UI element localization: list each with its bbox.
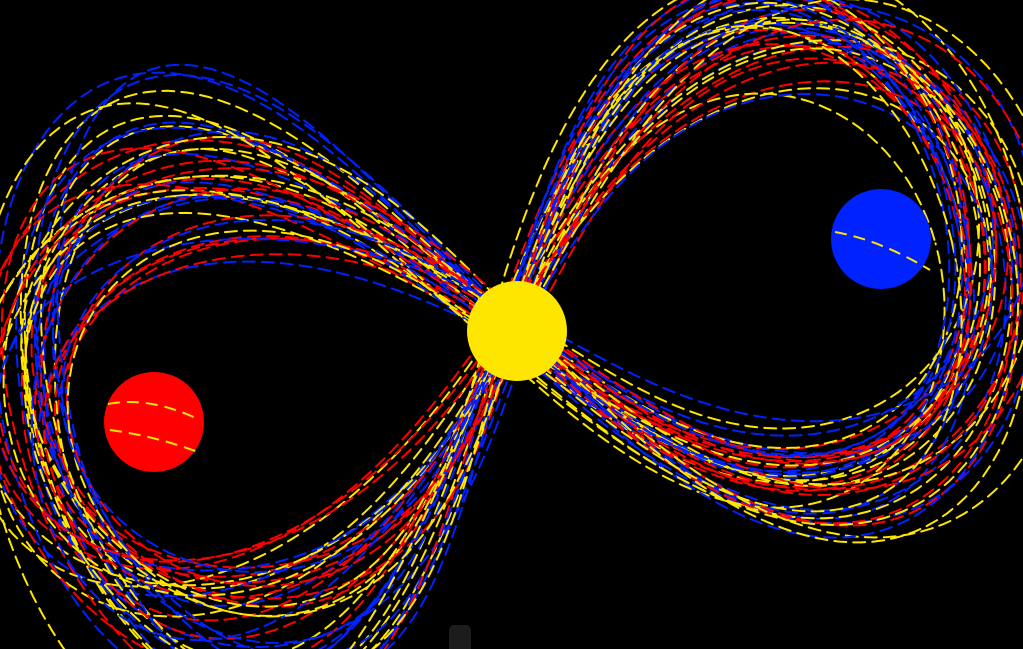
blue-body xyxy=(831,189,931,289)
orbit-trail-22 xyxy=(0,0,998,649)
orbit-trail-35 xyxy=(2,0,1023,597)
orbit-trail-27 xyxy=(14,21,995,649)
orbit-trail-39 xyxy=(0,4,1023,572)
orbit-trail-31 xyxy=(0,34,1010,649)
orbit-trail-36 xyxy=(35,8,963,644)
overlay-trail-2 xyxy=(109,429,199,453)
orbit-trail-38 xyxy=(0,21,1020,649)
orbit-trail-29 xyxy=(0,0,1023,587)
orbit-trail-25 xyxy=(33,8,1020,600)
orbit-trail-18 xyxy=(51,1,951,649)
orbit-trail-15 xyxy=(42,0,976,607)
orbit-trail-41 xyxy=(66,24,963,618)
yellow-body xyxy=(467,281,567,381)
orbit-trail-13 xyxy=(0,45,1023,571)
bottom-drag-handle[interactable] xyxy=(449,625,471,649)
orbit-trail-37 xyxy=(65,0,973,588)
overlay-trail-1 xyxy=(107,401,201,421)
overlay-trail-4 xyxy=(844,211,931,237)
orbit-trail-32 xyxy=(23,1,982,649)
orbit-trail-26 xyxy=(24,0,963,617)
orbit-trail-42 xyxy=(61,0,957,574)
overlay-trail-3 xyxy=(834,231,931,271)
orbit-trail-4 xyxy=(30,0,971,608)
orbit-trail-16 xyxy=(54,0,986,600)
red-body xyxy=(104,372,204,472)
orbit-trail-40 xyxy=(0,18,1023,562)
orbit-trail-12 xyxy=(34,22,971,649)
orbit-trail-33 xyxy=(30,93,994,642)
orbit-trail-20 xyxy=(40,18,997,649)
trail-overlay xyxy=(107,211,931,453)
orbit-trail-34 xyxy=(0,61,1022,563)
orbit-trail-21 xyxy=(56,21,971,649)
orbit-trail-28 xyxy=(42,43,972,578)
